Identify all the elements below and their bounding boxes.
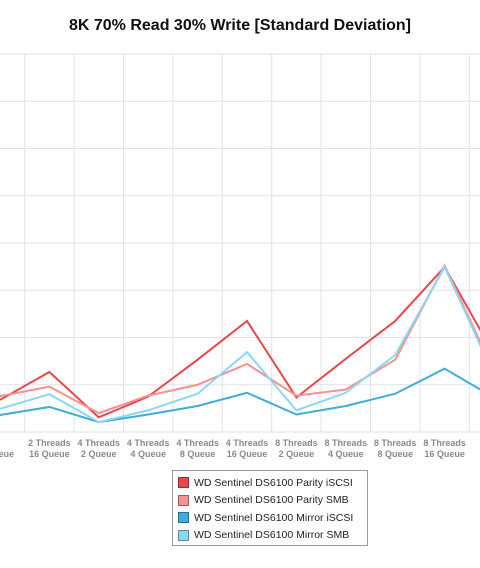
x-tick-label: 8 Queue xyxy=(180,449,216,459)
x-tick-label: 8 Threads xyxy=(325,438,368,448)
series-line-3 xyxy=(0,367,480,424)
legend-item[interactable]: WD Sentinel DS6100 Parity iSCSI xyxy=(178,474,367,492)
x-tick-label: 4 Threads xyxy=(78,438,121,448)
legend-swatch xyxy=(178,477,189,489)
series-line-4 xyxy=(0,264,480,424)
x-tick-label: 2 Queue xyxy=(81,449,117,459)
series-lines xyxy=(0,263,480,424)
x-tick-label: 16 Queue xyxy=(29,449,70,459)
x-tick-label: 8 Threads xyxy=(423,438,466,448)
legend-label: WD Sentinel DS6100 Parity iSCSI xyxy=(194,476,353,489)
x-tick-label: 4 Queue xyxy=(328,449,364,459)
x-tick-label: 2 Threads xyxy=(28,438,71,448)
legend-item[interactable]: WD Sentinel DS6100 Mirror SMB xyxy=(178,527,367,545)
x-tick-label: 4 Threads xyxy=(176,438,219,448)
legend-item[interactable]: WD Sentinel DS6100 Parity SMB xyxy=(178,492,367,510)
legend-swatch xyxy=(178,512,189,524)
x-tick-label: 2 Queue xyxy=(279,449,315,459)
chart-title: 8K 70% Read 30% Write [Standard Deviatio… xyxy=(68,17,412,34)
series-line-1 xyxy=(0,265,480,419)
legend-label: WD Sentinel DS6100 Mirror iSCSI xyxy=(194,511,354,524)
legend-item[interactable]: WD Sentinel DS6100 Mirror iSCSI xyxy=(178,509,367,527)
grid-lines xyxy=(0,53,480,433)
x-tick-label: 16 Queue xyxy=(227,449,268,459)
x-tick-label: 8 Threads xyxy=(374,438,417,448)
x-tick-label: 16 Queue xyxy=(424,449,465,459)
legend-label: WD Sentinel DS6100 Mirror SMB xyxy=(194,529,350,542)
x-tick-label: 4 Threads xyxy=(127,438,170,448)
legend-swatch xyxy=(178,529,189,541)
legend-swatch xyxy=(178,494,189,506)
legend-label: WD Sentinel DS6100 Parity SMB xyxy=(194,494,349,507)
series-line-2 xyxy=(0,263,480,415)
x-tick-label: Queue xyxy=(0,449,14,459)
x-tick-label: 4 Threads xyxy=(226,438,269,448)
x-tick-label: 8 Threads xyxy=(275,438,318,448)
legend: WD Sentinel DS6100 Parity iSCSI WD Sentin… xyxy=(172,470,368,546)
x-tick-label: 8 Queue xyxy=(377,449,413,459)
x-tick-label: 4 Queue xyxy=(130,449,166,459)
